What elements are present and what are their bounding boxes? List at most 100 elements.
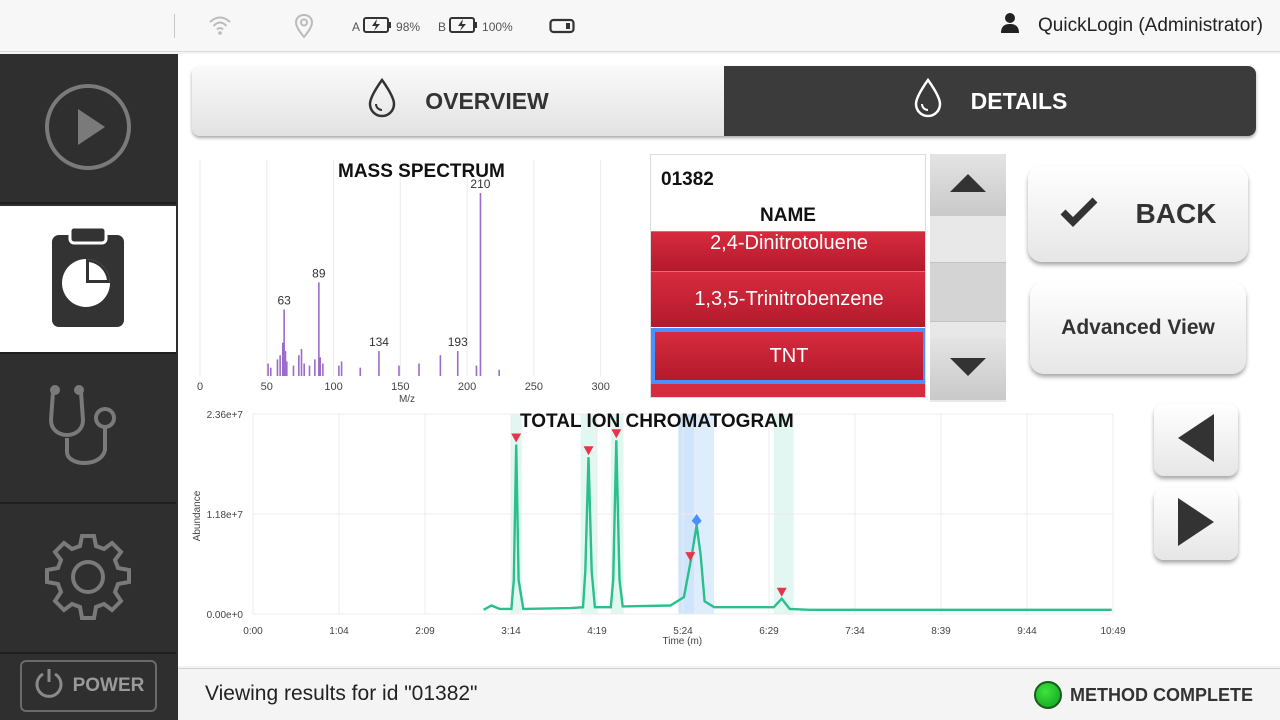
- method-status-label: METHOD COMPLETE: [1070, 684, 1253, 705]
- droplet-icon: [913, 77, 943, 124]
- hit-item-partial: [651, 384, 925, 397]
- battery-b: B 100%: [438, 17, 513, 36]
- status-message: Viewing results for id "01382": [205, 682, 478, 705]
- hit-item-label: 2,4-Dinitrotoluene: [710, 232, 868, 254]
- droplet-icon: [367, 77, 397, 124]
- play-icon: [43, 82, 133, 177]
- tic-x-tick-label: 6:29: [759, 626, 779, 637]
- ms-tick-label: 150: [391, 381, 409, 393]
- user-account[interactable]: QuickLogin (Administrator): [1000, 12, 1263, 40]
- back-label: BACK: [1135, 198, 1217, 229]
- sidebar-item-settings[interactable]: [0, 506, 176, 654]
- triangle-right-icon: [1176, 496, 1216, 553]
- hit-item-label: 1,3,5-Trinitrobenzene: [694, 288, 884, 310]
- hit-item[interactable]: 1,3,5-Trinitrobenzene: [651, 271, 925, 327]
- ms-tick-label: 100: [324, 381, 342, 393]
- power-button[interactable]: POWER: [20, 660, 157, 712]
- tic-series-line: [483, 440, 1112, 611]
- tic-x-tick-label: 7:34: [845, 626, 865, 637]
- triangle-left-icon: [1176, 412, 1216, 469]
- previous-button[interactable]: [1154, 404, 1238, 476]
- gear-icon: [43, 532, 133, 627]
- tic-x-tick-label: 8:39: [931, 626, 951, 637]
- tic-peak-marker: [776, 587, 787, 597]
- scroll-thumb[interactable]: [930, 262, 1006, 322]
- tic-x-tick-label: 9:44: [1017, 626, 1037, 637]
- status-led-icon: [1034, 681, 1062, 709]
- tic-peak-marker: [511, 433, 522, 443]
- triangle-up-icon: [948, 172, 988, 199]
- ms-peak-label: 134: [369, 335, 389, 349]
- scroll-up-button[interactable]: [930, 154, 1006, 216]
- details-panel: OVERVIEW DETAILS 0 50 100 150 200 250 300 M/z 63…: [178, 54, 1280, 666]
- storage-icon: [549, 18, 575, 39]
- hit-item-selected[interactable]: TNT: [651, 328, 925, 384]
- tab-details[interactable]: DETAILS: [724, 66, 1256, 136]
- battery-b-percent: 100%: [482, 19, 513, 34]
- user-icon: [1000, 12, 1020, 40]
- tic-x-tick-label: 4:19: [587, 626, 607, 637]
- tic-x-tick-label: 3:14: [501, 626, 521, 637]
- location-icon: [294, 13, 314, 44]
- ms-tick-label: 50: [261, 381, 273, 393]
- ms-tick-label: 250: [525, 381, 543, 393]
- tic-peak-marker: [685, 552, 696, 562]
- tic-x-axis-label: Time (m): [663, 636, 703, 647]
- tab-overview[interactable]: OVERVIEW: [192, 66, 724, 136]
- scroll-down-button[interactable]: [930, 338, 1006, 400]
- name-column-header: NAME: [760, 205, 816, 226]
- tic-x-tick-label: 10:49: [1100, 626, 1125, 637]
- tic-x-tick-label: 0:00: [243, 626, 263, 637]
- power-icon: [33, 667, 65, 705]
- method-status: METHOD COMPLETE: [1034, 681, 1253, 709]
- battery-a-label: A: [352, 19, 361, 34]
- hit-item[interactable]: 2,4-Dinitrotoluene: [651, 231, 925, 271]
- checkmark-icon: [1060, 195, 1098, 234]
- sample-id: 01382: [661, 169, 714, 190]
- view-tabs: OVERVIEW DETAILS: [192, 66, 1256, 136]
- stethoscope-icon: [43, 382, 133, 477]
- ms-peak-label: 63: [277, 293, 291, 307]
- battery-charging-icon: [363, 17, 393, 36]
- next-button[interactable]: [1154, 488, 1238, 560]
- tic-y-tick-label: 2.36e+7: [207, 410, 244, 421]
- advanced-view-label: Advanced View: [1061, 316, 1215, 339]
- hit-list: 01382 NAME 2,4-Dinitrotoluene 1,3,5-Trin…: [650, 154, 926, 398]
- mass-spectrum-chart: 0 50 100 150 200 250 300 M/z 63 89 134 193 210: [197, 160, 610, 404]
- hit-list-scrollbar: [930, 154, 1006, 402]
- advanced-view-button[interactable]: Advanced View: [1030, 282, 1246, 374]
- divider: [174, 14, 175, 38]
- back-button[interactable]: BACK: [1028, 166, 1248, 262]
- ms-peak-label: 89: [312, 266, 326, 280]
- top-status-bar: A 98% B 100% QuickLogin (Administrator): [0, 0, 1280, 52]
- tic-y-tick-label: 1.18e+7: [207, 510, 244, 521]
- tic-x-tick-label: 2:09: [415, 626, 435, 637]
- ms-peak-label: 193: [448, 335, 468, 349]
- battery-a-percent: 98%: [396, 19, 421, 34]
- ms-tick-label: 300: [591, 381, 609, 393]
- tic-y-tick-label: 0.00e+0: [207, 610, 244, 621]
- tic-y-axis-label: Abundance: [192, 490, 203, 541]
- sidebar-item-results[interactable]: [0, 206, 176, 354]
- user-name: QuickLogin (Administrator): [1038, 15, 1263, 36]
- wifi-icon: [208, 14, 232, 41]
- tic-chart: 0:00 1:04 2:09 3:14 4:19 5:24 6:29 7:34 8:39 9:44…: [192, 410, 1126, 647]
- sidebar: POWER: [0, 54, 178, 720]
- tab-details-label: DETAILS: [970, 87, 1068, 114]
- hit-item-label: TNT: [769, 344, 809, 367]
- clipboard-chart-icon: [48, 225, 128, 334]
- sidebar-item-run[interactable]: [0, 56, 176, 204]
- battery-charging-icon: [449, 17, 479, 36]
- battery-a: A 98%: [352, 17, 420, 36]
- tab-overview-label: OVERVIEW: [425, 87, 549, 114]
- power-label: POWER: [72, 675, 145, 696]
- ms-tick-label: 0: [197, 381, 203, 393]
- ms-x-axis-label: M/z: [399, 394, 415, 404]
- tic-peak-marker: [583, 446, 594, 456]
- tic-selected-peak-marker: [691, 514, 702, 527]
- tic-peak-marker: [611, 429, 622, 439]
- ms-peak-label: 210: [470, 177, 490, 191]
- tic-x-tick-label: 5:24: [673, 626, 693, 637]
- status-bar: Viewing results for id "01382" METHOD CO…: [178, 668, 1280, 720]
- sidebar-item-diagnostics[interactable]: [0, 356, 176, 504]
